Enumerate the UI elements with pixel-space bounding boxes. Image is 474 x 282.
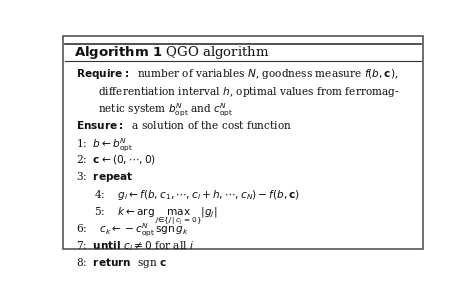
Text: 1:  $b \leftarrow b_{\mathrm{opt}}^{N}$: 1: $b \leftarrow b_{\mathrm{opt}}^{N}$ [76,136,133,153]
Text: 4:    $g_i \leftarrow f(b, c_1, \cdots, c_i + h, \cdots, c_N) - f(b, \mathbf{c}): 4: $g_i \leftarrow f(b, c_1, \cdots, c_i… [94,188,300,202]
Text: netic system $b_{\mathrm{opt}}^{N}$ and $c_{\mathrm{opt}}^{N}$: netic system $b_{\mathrm{opt}}^{N}$ and … [98,102,233,119]
Text: 5:    $k \leftarrow \arg\max_{j \in \{j\,|\,c_j=0\}} |g_j|$: 5: $k \leftarrow \arg\max_{j \in \{j\,|\… [94,205,218,227]
Text: 3:  $\mathbf{repeat}$: 3: $\mathbf{repeat}$ [76,170,134,184]
Text: $\mathbf{Require:}$  number of variables $N$, goodness measure $f(b,\mathbf{c})$: $\mathbf{Require:}$ number of variables … [76,67,398,81]
Text: 7:  $\mathbf{until}$ $c_i \neq 0$ for all $i$: 7: $\mathbf{until}$ $c_i \neq 0$ for all… [76,239,194,253]
Text: $\mathbf{Ensure:}$  a solution of the cost function: $\mathbf{Ensure:}$ a solution of the cos… [76,119,292,131]
Text: differentiation interval $h$, optimal values from ferromag-: differentiation interval $h$, optimal va… [98,85,399,99]
Text: 6:    $c_k \leftarrow -c_{\mathrm{opt}}^{N}\,\mathrm{sgn}\, g_k$: 6: $c_k \leftarrow -c_{\mathrm{opt}}^{N}… [76,222,189,239]
Text: 8:  $\mathbf{return}$  sgn $\mathbf{c}$: 8: $\mathbf{return}$ sgn $\mathbf{c}$ [76,256,166,270]
Text: $\bf{Algorithm\ 1}$ QGO algorithm: $\bf{Algorithm\ 1}$ QGO algorithm [74,44,269,61]
FancyBboxPatch shape [63,36,423,249]
Text: 2:  $\mathbf{c} \leftarrow (0, \cdots, 0)$: 2: $\mathbf{c} \leftarrow (0, \cdots, 0)… [76,153,156,166]
